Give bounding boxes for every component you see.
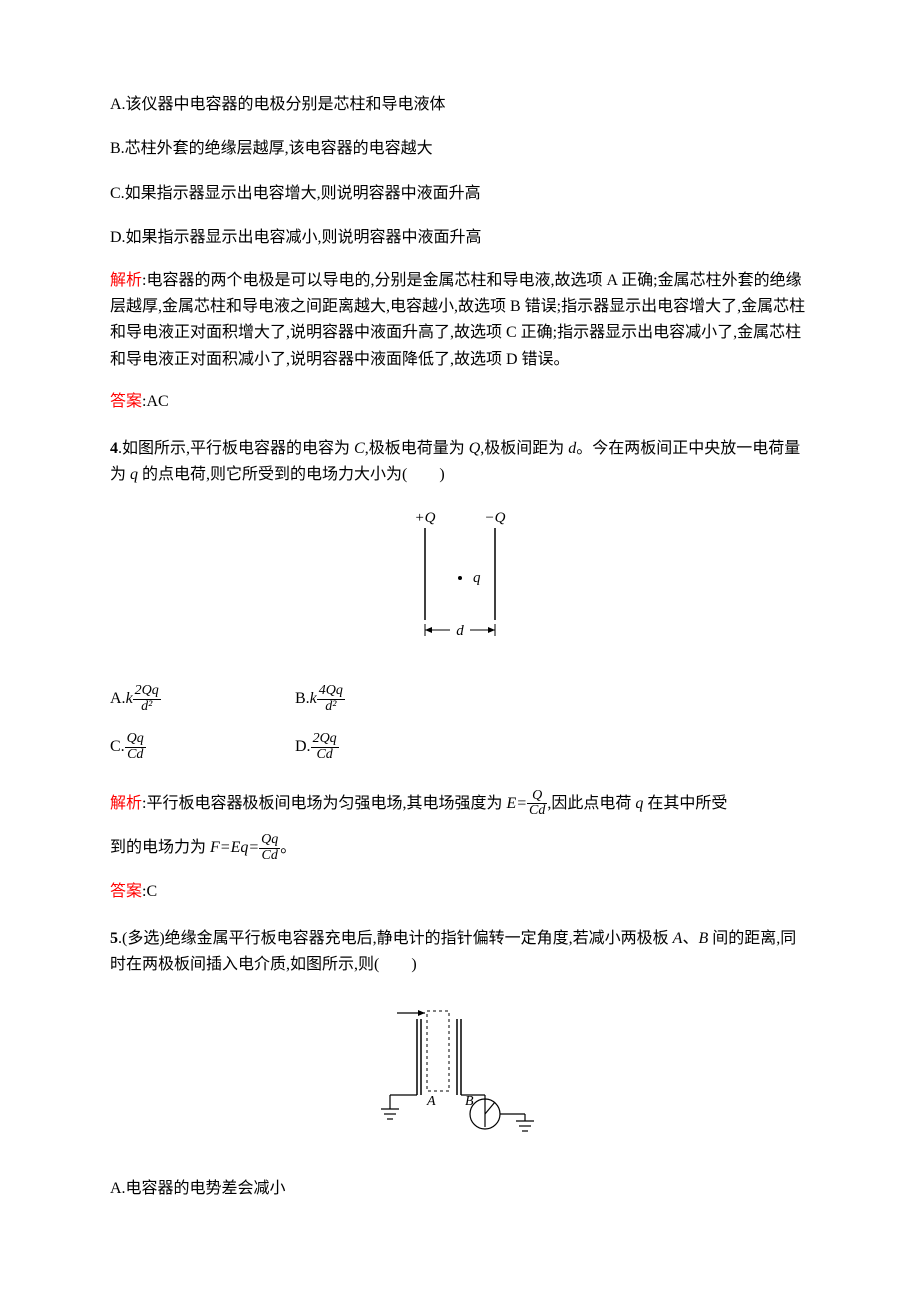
- q4-a-k: k: [126, 690, 133, 707]
- q4-options-row1: A.k2Qqd² B.k4Qqd²: [110, 684, 810, 715]
- q4-q2: q: [130, 466, 138, 483]
- q5-B: B: [698, 930, 708, 947]
- q4-a-den: d²: [133, 700, 161, 715]
- electrometer-needle: [485, 1102, 495, 1114]
- q3-analysis-text: :电容器的两个电极是可以导电的,分别是金属芯柱和导电液,故选项 A 正确;金属芯…: [110, 272, 805, 368]
- q4-c-num: Qq: [125, 732, 146, 748]
- q5-A: A: [673, 930, 683, 947]
- electrometer-diagram: A B: [345, 999, 575, 1139]
- q4-d-den: Cd: [311, 748, 339, 763]
- q5-stem: 5.(多选)绝缘金属平行板电容器充电后,静电计的指针偏转一定角度,若减小两极板 …: [110, 926, 810, 979]
- label-b: B: [465, 1094, 474, 1109]
- q4-c-prefix: C.: [110, 738, 125, 755]
- minus-q-label: −Q: [485, 510, 506, 526]
- q5-option-a: A.电容器的电势差会减小: [110, 1174, 810, 1204]
- q4-d-prefix: D.: [295, 738, 311, 755]
- capacitor-diagram: +Q −Q q d: [395, 508, 525, 648]
- q4-p5: 的点电荷,则它所受到的电场力大小为( ): [138, 466, 445, 483]
- q5-p1: .(多选)绝缘金属平行板电容器充电后,静电计的指针偏转一定角度,若减小两极板: [118, 930, 673, 947]
- q4-analysis-line1: 解析:平行板电容器极板间电场为匀强电场,其电场强度为 E=QCd,因此点电荷 q…: [110, 789, 810, 819]
- answer-label: 答案: [110, 883, 142, 900]
- label-a: A: [426, 1094, 436, 1109]
- q4-option-a: A.k2Qqd²: [110, 684, 295, 715]
- q4-an-eq2-den: Cd: [259, 849, 280, 864]
- q4-an-p3: 在其中所受: [643, 795, 727, 812]
- q4-b-k: k: [310, 690, 317, 707]
- q4-an-p4: 到的电场力为: [110, 839, 210, 856]
- q4-answer: 答案:C: [110, 877, 810, 907]
- q4-an-p1: :平行板电容器极板间电场为匀强电场,其电场强度为: [142, 795, 506, 812]
- q4-option-b: B.k4Qqd²: [295, 684, 345, 715]
- q3-option-d: D.如果指示器显示出电容减小,则说明容器中液面升高: [110, 223, 810, 253]
- q4-a-prefix: A.: [110, 690, 126, 707]
- q4-option-d: D.2QqCd: [295, 732, 339, 763]
- analysis-label: 解析: [110, 795, 142, 812]
- q3-option-c: C.如果指示器显示出电容增大,则说明容器中液面升高: [110, 179, 810, 209]
- arrow-head: [418, 1010, 425, 1016]
- dim-arrow-left: [425, 627, 432, 633]
- q3-answer: 答案:AC: [110, 387, 810, 417]
- answer-label: 答案: [110, 393, 142, 410]
- q4-a-num: 2Qq: [133, 684, 161, 700]
- q4-options-row2: C.QqCd D.2QqCd: [110, 732, 810, 763]
- q5-figure: A B: [110, 999, 810, 1150]
- q4-answer-text: :C: [142, 883, 157, 900]
- q-label: q: [473, 570, 481, 586]
- q5-sep: 、: [682, 930, 698, 947]
- q3-option-b: B.芯柱外套的绝缘层越厚,该电容器的电容越大: [110, 134, 810, 164]
- analysis-label: 解析: [110, 272, 142, 289]
- q5-number: 5: [110, 930, 118, 947]
- d-label: d: [456, 623, 464, 639]
- q4-p1: .如图所示,平行板电容器的电容为: [118, 440, 354, 457]
- q4-an-p2: ,因此点电荷: [547, 795, 635, 812]
- q4-an-eq1-num: Q: [527, 789, 547, 805]
- q3-option-a: A.该仪器中电容器的电极分别是芯柱和导电液体: [110, 90, 810, 120]
- q4-an-eq1-lhs: E=: [506, 795, 527, 812]
- q4-an-p5: 。: [280, 839, 296, 856]
- q4-number: 4: [110, 440, 118, 457]
- dim-arrow-right: [488, 627, 495, 633]
- q4-figure: +Q −Q q d: [110, 508, 810, 659]
- q4-analysis-line2: 到的电场力为 F=Eq=QqCd。: [110, 833, 810, 863]
- charge-dot: [458, 576, 462, 580]
- q4-d-num: 2Qq: [311, 732, 339, 748]
- q4-b-num: 4Qq: [317, 684, 345, 700]
- q4-an-eq1-den: Cd: [527, 804, 547, 819]
- q4-Q: Q: [469, 440, 481, 457]
- q4-b-prefix: B.: [295, 690, 310, 707]
- q4-b-den: d²: [317, 700, 345, 715]
- dielectric: [427, 1011, 449, 1091]
- q4-p3: ,极板间距为: [480, 440, 568, 457]
- q4-an-eq2-lhs: F=Eq=: [210, 839, 259, 856]
- q4-p2: ,极板电荷量为: [365, 440, 469, 457]
- q4-stem: 4.如图所示,平行板电容器的电容为 C,极板电荷量为 Q,极板间距为 d。今在两…: [110, 436, 810, 489]
- q4-c-den: Cd: [125, 748, 146, 763]
- q4-option-c: C.QqCd: [110, 732, 295, 763]
- q3-analysis: 解析:电容器的两个电极是可以导电的,分别是金属芯柱和导电液,故选项 A 正确;金…: [110, 268, 810, 374]
- plus-q-label: +Q: [415, 510, 436, 526]
- q4-C: C: [354, 440, 365, 457]
- q3-answer-text: :AC: [142, 393, 169, 410]
- q4-an-eq2-num: Qq: [259, 833, 280, 849]
